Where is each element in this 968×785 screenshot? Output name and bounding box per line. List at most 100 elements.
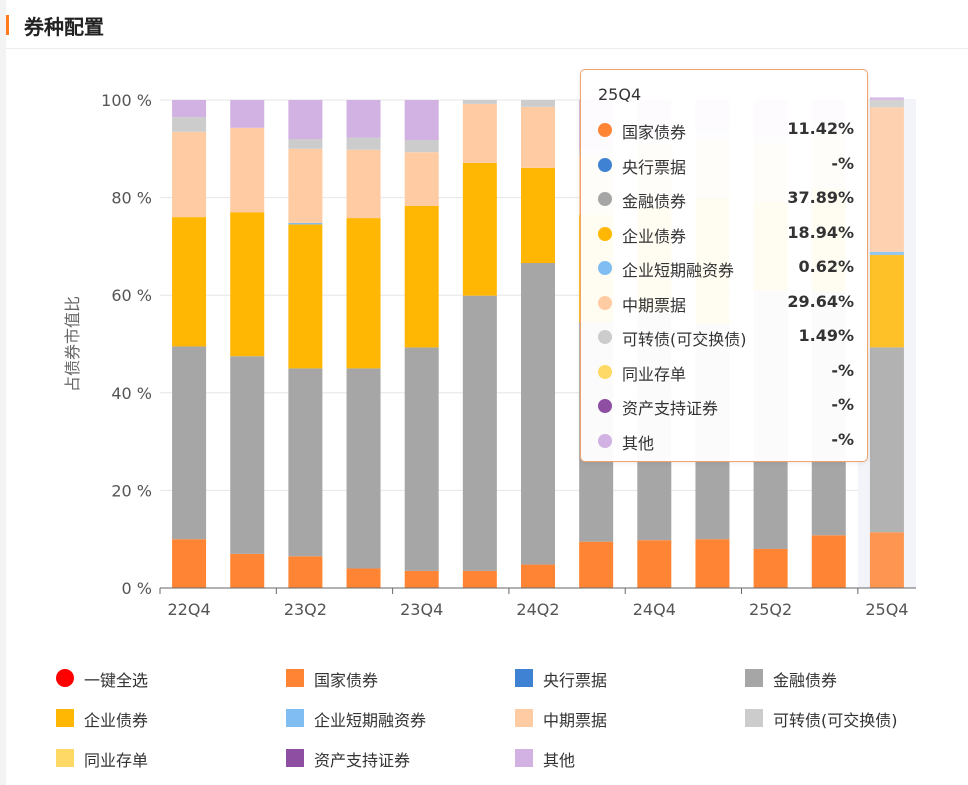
bar-segment[interactable] <box>404 152 439 206</box>
bar-segment[interactable] <box>404 100 439 141</box>
series-color-dot <box>598 157 612 172</box>
legend-label: 企业债券 <box>84 711 149 730</box>
bar-segment[interactable] <box>346 137 381 150</box>
bar-segment[interactable] <box>462 295 497 571</box>
bar-segment[interactable] <box>869 532 904 588</box>
tooltip-row: 央行票据 -% <box>598 153 854 177</box>
bar-segment[interactable] <box>230 100 265 128</box>
legend-swatch <box>515 709 533 727</box>
bar-segment[interactable] <box>869 100 904 108</box>
bar-segment[interactable] <box>462 100 497 104</box>
tooltip-series-value: -% <box>831 360 854 380</box>
bar-segment[interactable] <box>288 368 323 557</box>
bar-segment[interactable] <box>172 217 207 347</box>
legend-swatch <box>515 749 533 767</box>
bar-segment[interactable] <box>462 162 497 296</box>
bar-segment[interactable] <box>521 106 555 168</box>
legend-label: 其他 <box>543 751 576 770</box>
bar-stack-24Q1[interactable] <box>462 100 497 588</box>
bar-segment[interactable] <box>637 540 672 588</box>
bar-segment[interactable] <box>695 539 730 588</box>
bar-segment[interactable] <box>869 251 904 255</box>
bar-segment[interactable] <box>404 140 439 153</box>
bar-segment[interactable] <box>230 356 265 554</box>
legend-label: 央行票据 <box>543 671 608 690</box>
bar-stack-23Q3[interactable] <box>346 100 381 588</box>
bar-segment[interactable] <box>753 548 788 588</box>
bar-segment[interactable] <box>346 149 381 219</box>
series-color-dot <box>598 261 612 275</box>
tooltip-series-name: 中期票据 <box>622 295 687 315</box>
tooltip-series-name: 央行票据 <box>622 157 687 177</box>
tooltip-series-name: 其他 <box>622 433 655 453</box>
bar-segment[interactable] <box>521 167 555 263</box>
tooltip-series-value: 29.64% <box>787 291 854 311</box>
tooltip-series-value: 0.62% <box>798 257 854 276</box>
legend-swatch <box>286 749 304 767</box>
bar-segment[interactable] <box>172 100 207 118</box>
series-color-dot <box>598 295 612 310</box>
bar-stack-23Q1[interactable] <box>230 100 265 588</box>
x-tick-label: 25Q4 <box>865 600 908 619</box>
bar-segment[interactable] <box>346 368 381 569</box>
bar-segment[interactable] <box>288 556 323 588</box>
bar-segment[interactable] <box>521 100 555 107</box>
bar-segment[interactable] <box>579 541 614 588</box>
legend-label: 资产支持证券 <box>314 751 411 770</box>
bar-segment[interactable] <box>521 262 555 565</box>
chart-tooltip: 25Q4 国家债券 11.42% 央行票据 -% 金融债券 37.89% 企业债券 18.94… <box>580 69 868 462</box>
bar-segment[interactable] <box>869 97 904 100</box>
bar-segment[interactable] <box>288 222 323 225</box>
tooltip-series-name: 国家债券 <box>622 123 687 142</box>
bar-segment[interactable] <box>230 553 265 588</box>
legend-label: 可转债(可交换债) <box>773 711 898 730</box>
bar-segment[interactable] <box>288 100 323 140</box>
bar-segment[interactable] <box>346 100 381 138</box>
y-tick-label: 100 % <box>101 91 152 110</box>
bar-segment[interactable] <box>404 205 439 348</box>
bar-segment[interactable] <box>869 347 904 533</box>
tooltip-series-name: 资产支持证券 <box>622 399 719 418</box>
tooltip-title: 25Q4 <box>598 85 642 104</box>
bar-segment[interactable] <box>172 117 207 132</box>
bar-segment[interactable] <box>172 539 207 588</box>
tooltip-series-name: 企业债券 <box>622 226 687 246</box>
bar-segment[interactable] <box>869 107 904 252</box>
tooltip-row: 其他 -% <box>598 429 854 453</box>
bar-segment[interactable] <box>521 564 555 588</box>
legend-label: 中期票据 <box>543 711 608 730</box>
bar-segment[interactable] <box>288 139 323 149</box>
y-tick-label: 60 % <box>111 286 152 305</box>
legend-swatch <box>515 669 533 687</box>
legend-label: 一键全选 <box>84 671 149 690</box>
legend-label: 金融债券 <box>773 671 838 690</box>
bar-segment[interactable] <box>346 218 381 369</box>
bar-segment[interactable] <box>288 224 323 369</box>
bar-segment[interactable] <box>404 347 439 571</box>
x-tick-label: 23Q4 <box>400 600 443 619</box>
bar-segment[interactable] <box>172 131 207 218</box>
x-tick-label: 24Q4 <box>633 600 676 619</box>
tooltip-row: 国家债券 11.42% <box>598 118 854 142</box>
bar-stack-25Q4[interactable] <box>869 97 904 588</box>
legend-swatch <box>56 749 74 767</box>
tooltip-row: 金融债券 37.89% <box>598 187 854 211</box>
bar-segment[interactable] <box>172 346 207 540</box>
bar-stack-23Q4[interactable] <box>404 100 439 588</box>
bar-stack-24Q2[interactable] <box>521 100 555 588</box>
bar-segment[interactable] <box>288 148 323 223</box>
bar-segment[interactable] <box>811 535 846 588</box>
x-tick-label: 24Q2 <box>516 600 559 619</box>
tooltip-series-value: -% <box>831 429 854 449</box>
bar-segment[interactable] <box>230 212 265 357</box>
bar-segment[interactable] <box>462 570 497 588</box>
series-color-dot <box>598 364 612 379</box>
bar-segment[interactable] <box>346 568 381 588</box>
bar-stack-23Q2[interactable] <box>288 100 323 588</box>
tooltip-series-value: 1.49% <box>798 326 854 345</box>
bar-stack-22Q4[interactable] <box>172 100 207 588</box>
bar-segment[interactable] <box>462 103 497 163</box>
bar-segment[interactable] <box>869 254 904 348</box>
bar-segment[interactable] <box>230 127 265 213</box>
bar-segment[interactable] <box>404 570 439 588</box>
